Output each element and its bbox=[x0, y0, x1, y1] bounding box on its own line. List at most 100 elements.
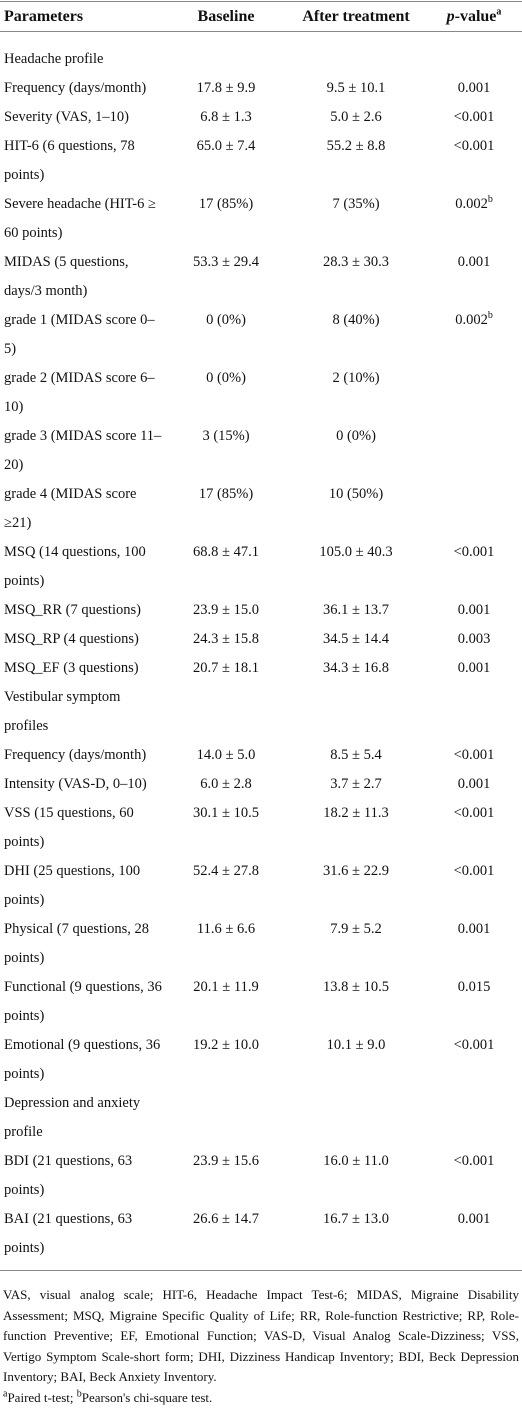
value-cell: 16.7 ± 13.0 bbox=[286, 1205, 426, 1271]
value-cell: 11.6 ± 6.6 bbox=[166, 915, 286, 973]
value-cell: <0.001 bbox=[426, 132, 522, 190]
value-cell bbox=[426, 480, 522, 538]
data-row: Physical (7 questions, 28 points)11.6 ± … bbox=[0, 915, 522, 973]
parameter-cell: Severe headache (HIT-6 ≥ 60 points) bbox=[0, 190, 166, 248]
footnote-text: Paired t-test; bbox=[7, 1390, 73, 1405]
data-row: VSS (15 questions, 60 points)30.1 ± 10.5… bbox=[0, 799, 522, 857]
value-cell: 10 (50%) bbox=[286, 480, 426, 538]
data-row: grade 3 (MIDAS score 11–20)3 (15%)0 (0%) bbox=[0, 422, 522, 480]
value-cell: 52.4 ± 27.8 bbox=[166, 857, 286, 915]
data-row: grade 2 (MIDAS score 6–10)0 (0%)2 (10%) bbox=[0, 364, 522, 422]
value-cell: 105.0 ± 40.3 bbox=[286, 538, 426, 596]
value-cell: 17 (85%) bbox=[166, 190, 286, 248]
header-cell: p-valuea bbox=[426, 2, 522, 32]
value-cell: 8.5 ± 5.4 bbox=[286, 741, 426, 770]
cell-text: -value bbox=[455, 8, 497, 25]
value-cell: 0.002b bbox=[426, 190, 522, 248]
data-row: grade 4 (MIDAS score ≥21)17 (85%)10 (50%… bbox=[0, 480, 522, 538]
data-row: Emotional (9 questions, 36 points)19.2 ±… bbox=[0, 1031, 522, 1089]
value-cell: 0.001 bbox=[426, 248, 522, 306]
parameter-cell: Functional (9 questions, 36 points) bbox=[0, 973, 166, 1031]
value-cell: 0.001 bbox=[426, 1205, 522, 1271]
value-cell: 0.015 bbox=[426, 973, 522, 1031]
parameter-cell: grade 2 (MIDAS score 6–10) bbox=[0, 364, 166, 422]
parameter-cell: Physical (7 questions, 28 points) bbox=[0, 915, 166, 973]
value-cell: 23.9 ± 15.0 bbox=[166, 596, 286, 625]
value-cell: 5.0 ± 2.6 bbox=[286, 103, 426, 132]
value-cell: 0 (0%) bbox=[166, 364, 286, 422]
value-cell bbox=[286, 32, 426, 75]
value-cell: 0.001 bbox=[426, 915, 522, 973]
superscript: b bbox=[488, 310, 493, 321]
parameter-cell: MSQ_EF (3 questions) bbox=[0, 654, 166, 683]
value-cell: 0.001 bbox=[426, 770, 522, 799]
parameter-cell: VSS (15 questions, 60 points) bbox=[0, 799, 166, 857]
parameter-cell: Depression and anxiety profile bbox=[0, 1089, 166, 1147]
value-cell bbox=[166, 32, 286, 75]
footnote-text: Pearson's chi-square test. bbox=[82, 1390, 213, 1405]
value-cell bbox=[426, 364, 522, 422]
data-row: Functional (9 questions, 36 points)20.1 … bbox=[0, 973, 522, 1031]
parameter-cell: MSQ (14 questions, 100 points) bbox=[0, 538, 166, 596]
data-row: Severe headache (HIT-6 ≥ 60 points)17 (8… bbox=[0, 190, 522, 248]
value-cell: <0.001 bbox=[426, 538, 522, 596]
value-cell bbox=[426, 1089, 522, 1147]
section-row: Vestibular symptom profiles bbox=[0, 683, 522, 741]
abbreviations: VAS, visual analog scale; HIT-6, Headach… bbox=[3, 1285, 519, 1388]
value-cell: 17.8 ± 9.9 bbox=[166, 74, 286, 103]
value-cell: 14.0 ± 5.0 bbox=[166, 741, 286, 770]
parameter-cell: Emotional (9 questions, 36 points) bbox=[0, 1031, 166, 1089]
value-cell: 20.7 ± 18.1 bbox=[166, 654, 286, 683]
value-cell: 31.6 ± 22.9 bbox=[286, 857, 426, 915]
value-cell: <0.001 bbox=[426, 1031, 522, 1089]
header-cell: Parameters bbox=[0, 2, 166, 32]
value-cell bbox=[426, 683, 522, 741]
value-cell: <0.001 bbox=[426, 103, 522, 132]
value-cell: 68.8 ± 47.1 bbox=[166, 538, 286, 596]
value-cell: 7.9 ± 5.2 bbox=[286, 915, 426, 973]
value-cell: <0.001 bbox=[426, 1147, 522, 1205]
header-cell: After treatment bbox=[286, 2, 426, 32]
value-cell: 28.3 ± 30.3 bbox=[286, 248, 426, 306]
value-cell: 6.8 ± 1.3 bbox=[166, 103, 286, 132]
value-cell bbox=[286, 683, 426, 741]
value-cell: 13.8 ± 10.5 bbox=[286, 973, 426, 1031]
data-row: BAI (21 questions, 63 points)26.6 ± 14.7… bbox=[0, 1205, 522, 1271]
table-notes: VAS, visual analog scale; HIT-6, Headach… bbox=[0, 1271, 522, 1408]
value-cell bbox=[426, 32, 522, 75]
value-cell: 2 (10%) bbox=[286, 364, 426, 422]
value-cell: 0.001 bbox=[426, 596, 522, 625]
value-cell: <0.001 bbox=[426, 799, 522, 857]
data-row: MSQ (14 questions, 100 points)68.8 ± 47.… bbox=[0, 538, 522, 596]
italic-text: p bbox=[447, 8, 455, 25]
parameter-cell: BDI (21 questions, 63 points) bbox=[0, 1147, 166, 1205]
value-cell: 16.0 ± 11.0 bbox=[286, 1147, 426, 1205]
parameter-cell: HIT-6 (6 questions, 78 points) bbox=[0, 132, 166, 190]
value-cell: 34.5 ± 14.4 bbox=[286, 625, 426, 654]
value-cell: 34.3 ± 16.8 bbox=[286, 654, 426, 683]
cell-text: 0.002 bbox=[455, 196, 488, 212]
data-row: grade 1 (MIDAS score 0–5)0 (0%)8 (40%)0.… bbox=[0, 306, 522, 364]
value-cell: 0.001 bbox=[426, 654, 522, 683]
parameter-cell: Frequency (days/month) bbox=[0, 741, 166, 770]
parameter-cell: Frequency (days/month) bbox=[0, 74, 166, 103]
superscript: b bbox=[488, 194, 493, 205]
value-cell: <0.001 bbox=[426, 741, 522, 770]
data-row: HIT-6 (6 questions, 78 points)65.0 ± 7.4… bbox=[0, 132, 522, 190]
value-cell: 9.5 ± 10.1 bbox=[286, 74, 426, 103]
value-cell: 36.1 ± 13.7 bbox=[286, 596, 426, 625]
value-cell: 23.9 ± 15.6 bbox=[166, 1147, 286, 1205]
value-cell: 10.1 ± 9.0 bbox=[286, 1031, 426, 1089]
value-cell: 6.0 ± 2.8 bbox=[166, 770, 286, 799]
parameter-cell: MSQ_RP (4 questions) bbox=[0, 625, 166, 654]
parameter-cell: Headache profile bbox=[0, 32, 166, 75]
section-row: Headache profile bbox=[0, 32, 522, 75]
data-row: MIDAS (5 questions, days/3 month)53.3 ± … bbox=[0, 248, 522, 306]
parameter-cell: Severity (VAS, 1–10) bbox=[0, 103, 166, 132]
